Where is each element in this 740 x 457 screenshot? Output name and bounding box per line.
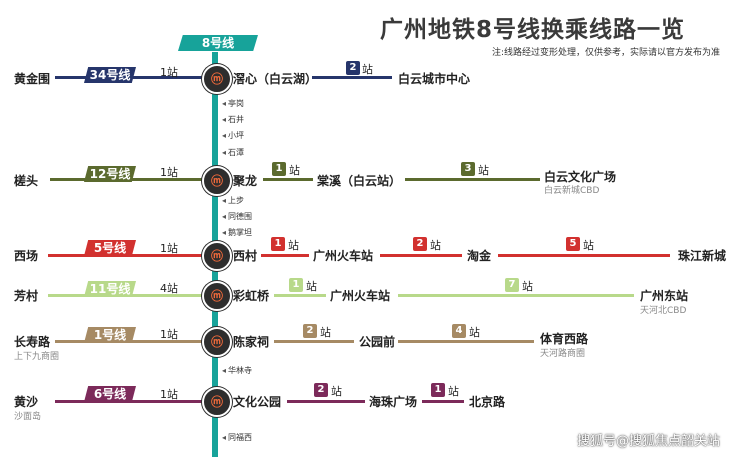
stop-count: 1站 [160, 328, 178, 341]
stop-number: 7 [505, 278, 519, 292]
line-12-right-track [263, 178, 313, 181]
dest-station: 广州火车站 [313, 249, 374, 263]
stop-count: 1站 [160, 388, 178, 401]
stop-count: 1站 [160, 66, 178, 79]
dest-area: 天河路商圈 [540, 349, 586, 359]
dest-station: 珠江新城 [678, 249, 727, 263]
line-8-label: 8号线 [178, 35, 258, 51]
stop-number: 2 [346, 61, 360, 75]
stop-unit: 站 [478, 164, 489, 177]
dest-area: 天河北CBD [640, 306, 687, 316]
metro-logo-icon: ⓜ [202, 387, 232, 417]
dest-station: 广州东站 [640, 289, 689, 303]
stop-number: 1 [289, 278, 303, 292]
stop-count: 1站 [160, 242, 178, 255]
stop-unit: 站 [331, 385, 342, 398]
stop-number: 1 [272, 162, 286, 176]
stop-unit: 站 [522, 280, 533, 293]
small-station: 亭岗 [222, 98, 244, 109]
line-6-right-track [422, 400, 464, 403]
stop-unit: 站 [583, 239, 594, 252]
line-6-right-track [287, 400, 365, 403]
small-station: 鹅掌坦 [222, 227, 252, 238]
stop-number: 1 [271, 237, 285, 251]
transfer-station: 西村 [233, 249, 258, 263]
stop-unit: 站 [320, 326, 331, 339]
small-station: 石潭 [222, 147, 244, 158]
small-station: 小坪 [222, 130, 244, 141]
stop-unit: 站 [448, 385, 459, 398]
left-area: 沙面岛 [14, 412, 42, 422]
stop-unit: 站 [306, 280, 317, 293]
transfer-station: 陈家祠 [233, 335, 270, 349]
metro-logo-icon: ⓜ [202, 166, 232, 196]
left-station: 芳村 [14, 289, 39, 303]
stop-unit: 站 [362, 63, 373, 76]
stop-number: 2 [314, 383, 328, 397]
stop-count: 4站 [160, 282, 178, 295]
transfer-station: 滘心（白云湖） [233, 72, 318, 86]
line-5-right-track [380, 254, 462, 257]
stop-count: 1站 [160, 166, 178, 179]
line-1-right-track [274, 340, 354, 343]
small-station: 石井 [222, 114, 244, 125]
stop-number: 4 [452, 324, 466, 338]
dest-station: 海珠广场 [369, 395, 418, 409]
dest-station: 白云文化广场 [544, 170, 617, 184]
stop-number: 2 [303, 324, 317, 338]
small-station: 上步 [222, 195, 244, 206]
page-title: 广州地铁8号线换乘线路一览 [380, 17, 686, 43]
line-34-label: 34号线 [84, 67, 136, 83]
small-station: 华林寺 [222, 365, 252, 376]
stop-unit: 站 [288, 239, 299, 252]
dest-station: 广州火车站 [330, 289, 391, 303]
disclaimer-note: 注:线路经过变形处理，仅供参考，实际请以官方发布为准 [491, 48, 720, 58]
stop-number: 5 [566, 237, 580, 251]
metro-logo-icon: ⓜ [202, 281, 232, 311]
small-station: 同德围 [222, 211, 252, 222]
metro-logo-icon: ⓜ [202, 327, 232, 357]
line-1-label: 1号线 [84, 327, 136, 343]
line-11-right-track [398, 294, 634, 297]
dest-station: 北京路 [469, 395, 506, 409]
line-12-label: 12号线 [84, 166, 136, 182]
line-6-label: 6号线 [84, 386, 136, 402]
line-5-right-track [498, 254, 670, 257]
stop-unit: 站 [289, 164, 300, 177]
stop-number: 2 [413, 237, 427, 251]
stop-unit: 站 [469, 326, 480, 339]
dest-station: 体育西路 [540, 332, 589, 346]
dest-station: 棠溪（白云站） [317, 174, 402, 188]
left-area: 上下九商圈 [14, 352, 60, 362]
line-11-right-track [274, 294, 326, 297]
stop-number: 3 [461, 162, 475, 176]
line-11-label: 11号线 [84, 281, 136, 297]
line-34-right-track [312, 76, 392, 79]
dest-area: 白云新城CBD [544, 186, 600, 196]
left-station: 长寿路 [14, 335, 51, 349]
transfer-station: 彩虹桥 [233, 289, 270, 303]
left-station: 西场 [14, 249, 39, 263]
stop-unit: 站 [430, 239, 441, 252]
line-5-right-track [261, 254, 309, 257]
transfer-station: 聚龙 [233, 174, 258, 188]
dest-station: 淘金 [467, 249, 492, 263]
transfer-station: 文化公园 [233, 395, 282, 409]
metro-logo-icon: ⓜ [202, 241, 232, 271]
line-12-right-track [405, 178, 540, 181]
dest-station: 白云城市中心 [398, 72, 471, 86]
dest-station: 公园前 [359, 335, 396, 349]
line-5-label: 5号线 [84, 240, 136, 256]
metro-logo-icon: ⓜ [202, 64, 232, 94]
watermark: 搜狐号@搜狐焦点韶关站 [576, 434, 720, 449]
small-station: 同福西 [222, 432, 252, 443]
line-1-right-track [398, 340, 534, 343]
left-station: 黄沙 [14, 395, 39, 409]
left-station: 槎头 [14, 174, 39, 188]
stop-number: 1 [431, 383, 445, 397]
left-station: 黄金围 [14, 72, 51, 86]
